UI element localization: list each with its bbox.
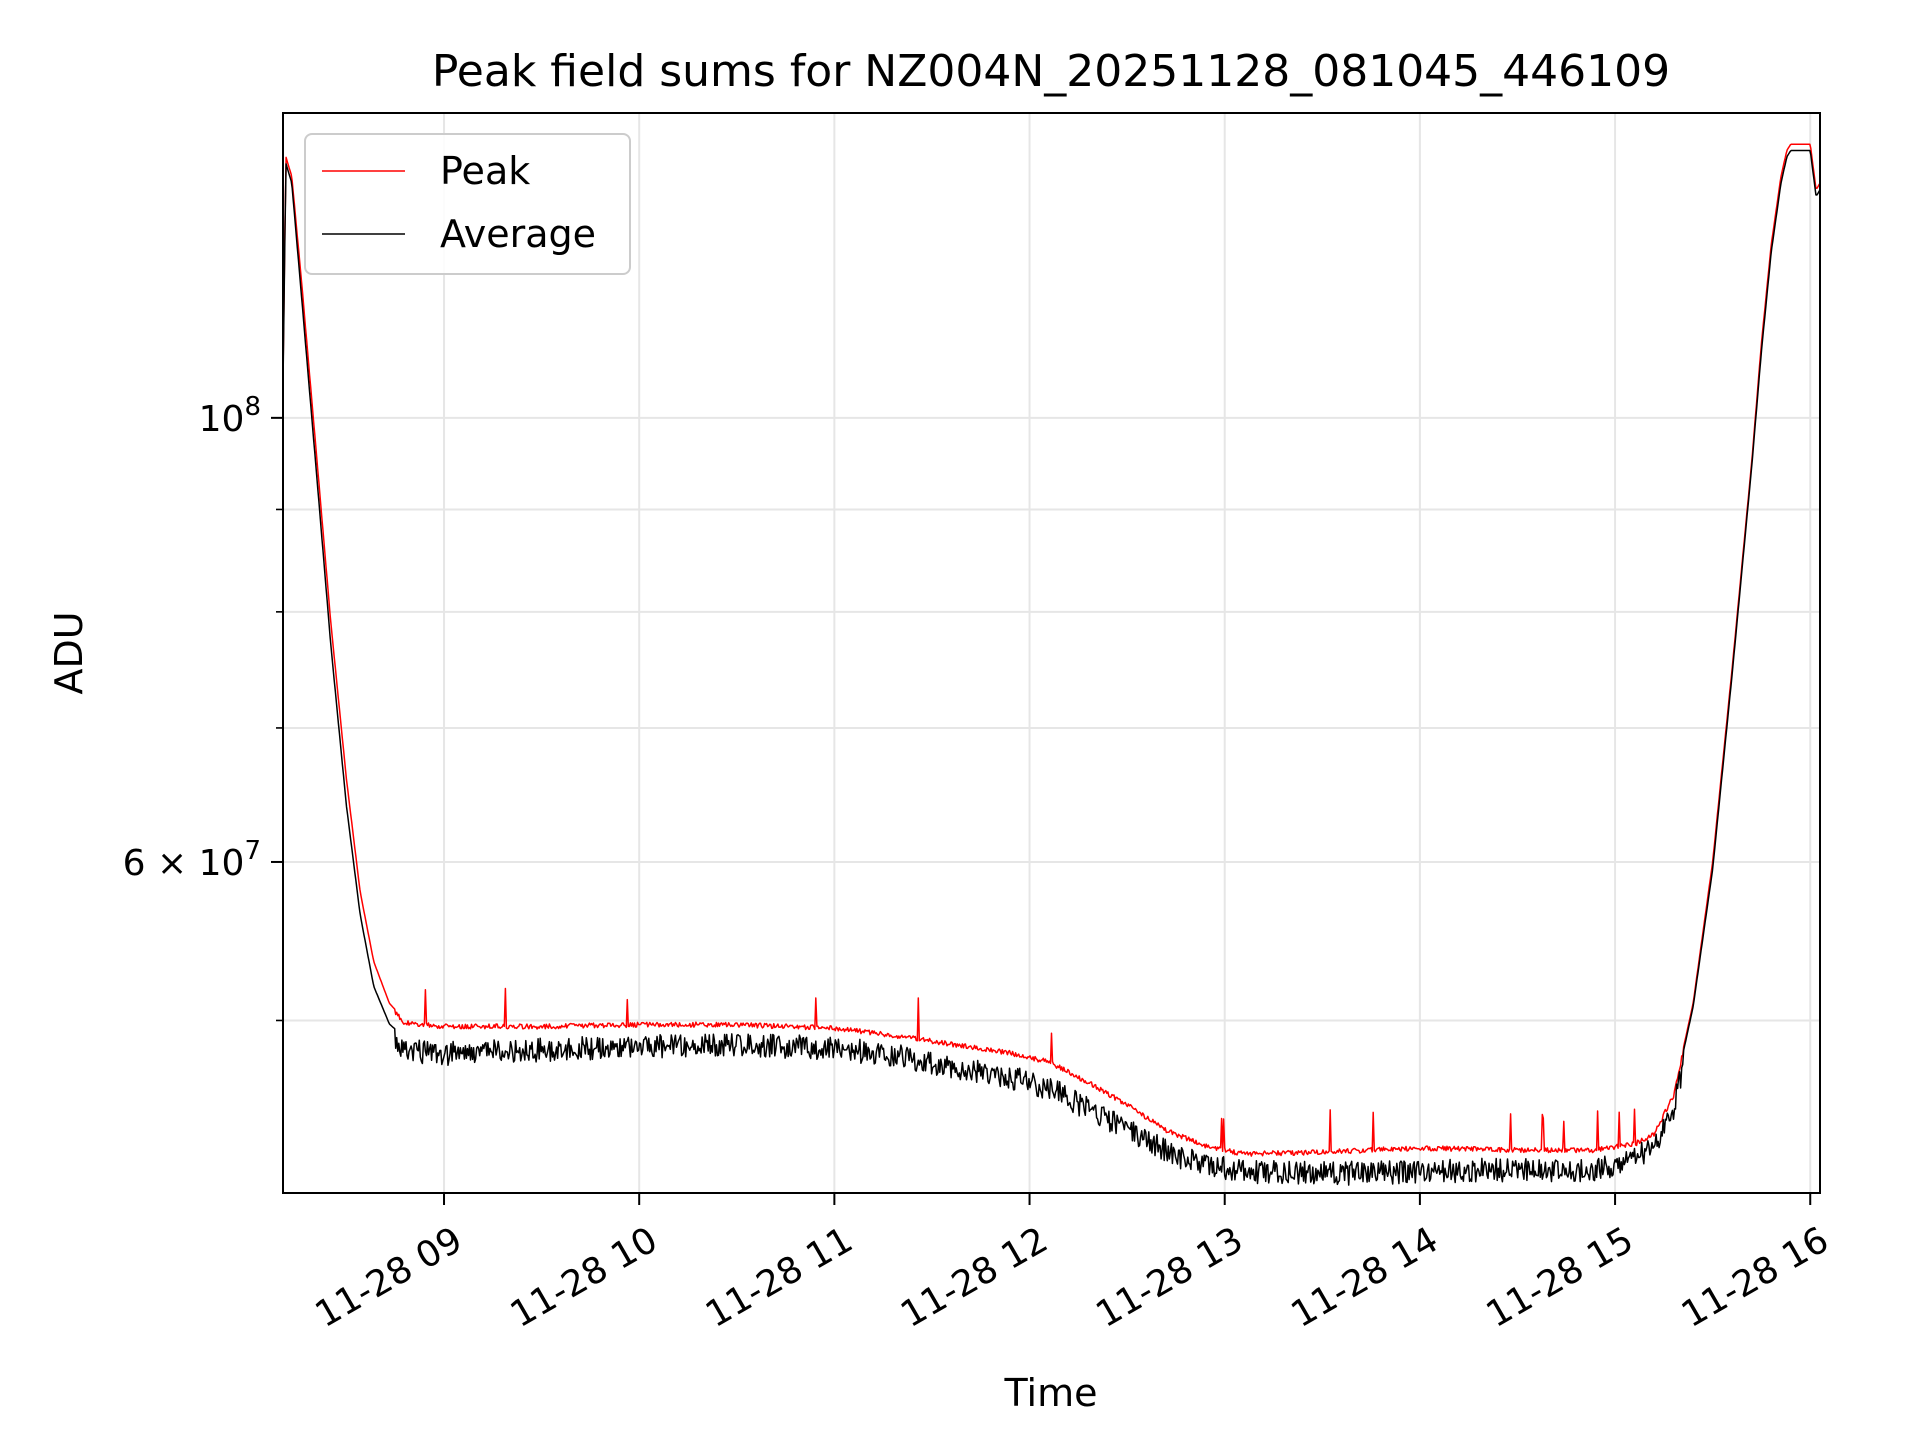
y-tick-label: 6 × 107 <box>123 836 261 884</box>
average-series-line <box>283 149 1820 1186</box>
plot-frame <box>282 112 1821 1194</box>
y-tick-base: 10 <box>199 843 245 884</box>
y-tick-label: 108 <box>199 392 261 440</box>
x-axis-label: Time <box>1004 1371 1098 1415</box>
legend: Peak Average <box>304 133 631 275</box>
series-lines <box>283 143 1820 1186</box>
chart-title: Peak field sums for NZ004N_20251128_0810… <box>432 46 1670 97</box>
y-tick-exponent: 7 <box>244 836 261 866</box>
legend-box <box>304 133 631 275</box>
y-axis-label: ADU <box>47 611 91 694</box>
grid-lines <box>283 113 1820 1193</box>
y-tick-base: 10 <box>199 399 245 440</box>
legend-average-label: Average <box>440 212 596 256</box>
legend-peak-label: Peak <box>440 149 530 193</box>
peak-series-line <box>283 143 1820 1157</box>
y-tick-mantissa: 6 <box>123 843 146 884</box>
y-tick-exponent: 8 <box>244 392 261 422</box>
